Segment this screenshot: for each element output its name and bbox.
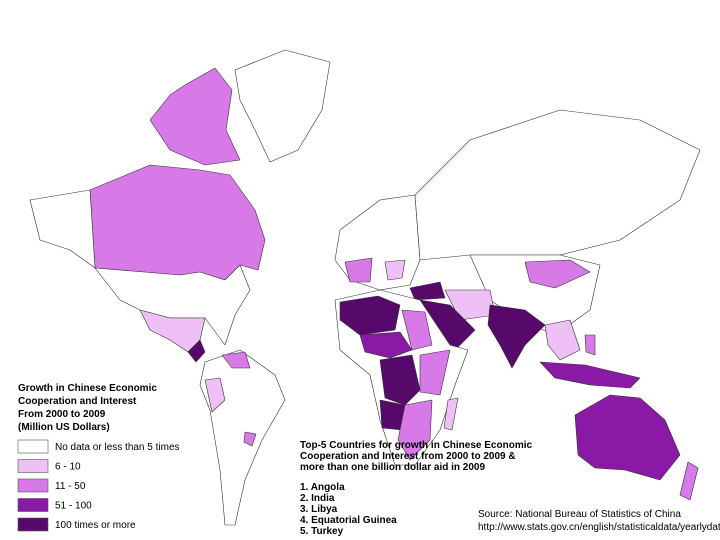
india xyxy=(487,304,546,369)
legend-swatch xyxy=(17,517,49,532)
top5-item: 2. India xyxy=(300,493,335,504)
philippines xyxy=(584,334,596,356)
legend-swatch xyxy=(17,478,49,493)
sudan xyxy=(401,309,433,351)
central-africa xyxy=(379,354,421,406)
new-zealand xyxy=(679,461,699,501)
legend-swatch xyxy=(17,439,49,454)
peru xyxy=(204,377,226,413)
greenland xyxy=(234,49,331,163)
mongolia xyxy=(524,259,591,289)
legend-label: 6 - 10 xyxy=(55,462,81,473)
russia xyxy=(414,109,701,261)
venezuela xyxy=(221,351,251,369)
top5-box: Top-5 Countries for growth in Chinese Ec… xyxy=(300,440,532,537)
legend-swatch xyxy=(17,498,49,512)
turkey xyxy=(409,281,446,301)
libya xyxy=(339,295,401,336)
title-line: From 2000 to 2009 xyxy=(18,409,106,420)
southeast-asia xyxy=(544,319,581,361)
top5-heading: more than one billion dollar aid in 2009 xyxy=(300,462,485,473)
arctic-islands xyxy=(149,67,241,166)
sahel xyxy=(359,331,413,359)
europe-south xyxy=(344,257,373,283)
indonesia xyxy=(539,361,641,389)
top5-item: 1. Angola xyxy=(300,482,345,493)
top5-heading: Cooperation and Interest from 2000 to 20… xyxy=(300,451,516,462)
southern-africa xyxy=(397,399,433,461)
legend-label: 11 - 50 xyxy=(55,481,86,492)
legend-label: 100 times or more xyxy=(55,520,136,531)
canada xyxy=(89,164,266,281)
australia xyxy=(574,394,681,481)
uruguay xyxy=(243,431,257,447)
east-africa xyxy=(419,349,451,396)
source-url: http://www.stats.gov.cn/english/statisti… xyxy=(478,522,720,533)
europe xyxy=(334,194,421,291)
madagascar xyxy=(443,397,459,431)
central-america xyxy=(187,339,206,363)
title-line: (Million US Dollars) xyxy=(18,422,110,433)
title-line: Growth in Chinese Economic xyxy=(18,383,157,394)
legend-swatch xyxy=(17,459,49,473)
top5-item: 3. Libya xyxy=(300,504,338,515)
top5-item: 4. Equatorial Guinea xyxy=(300,515,397,526)
world-map xyxy=(29,49,701,526)
legend-label: 51 - 100 xyxy=(55,501,92,512)
europe-east xyxy=(384,259,406,281)
title: Growth in Chinese Economic Cooperation a… xyxy=(18,383,157,433)
south-america xyxy=(199,349,286,526)
legend: No data or less than 5 times 6 - 10 11 - 5… xyxy=(17,439,180,532)
top5-heading: Top-5 Countries for growth in Chinese Ec… xyxy=(300,440,532,451)
top5-item: 5. Turkey xyxy=(300,526,344,537)
title-line: Cooperation and Interest xyxy=(18,396,137,407)
alaska xyxy=(29,189,96,269)
legend-label: No data or less than 5 times xyxy=(55,442,180,453)
source: Source: National Bureau of Statistics of… xyxy=(478,509,681,520)
